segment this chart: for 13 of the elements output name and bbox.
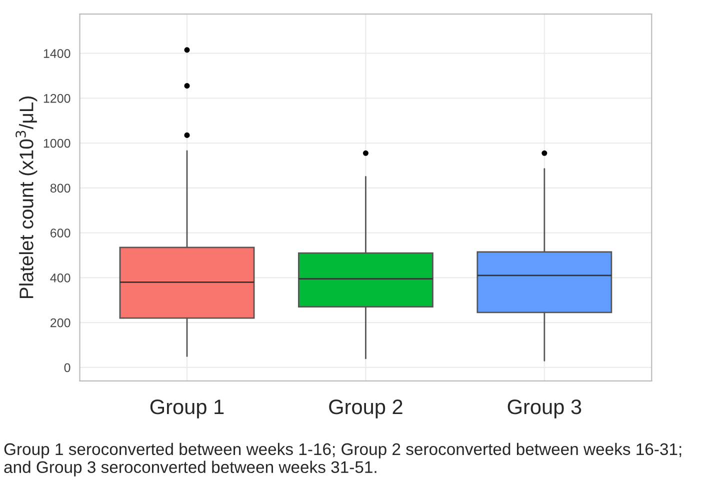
y-tick-label: 1400 <box>44 49 70 58</box>
y-tick-label: 1200 <box>44 94 70 103</box>
y-tick-label: 600 <box>50 228 70 238</box>
x-tick-label: Group 2 <box>329 400 402 418</box>
y-tick-label: 1000 <box>44 138 70 148</box>
x-tick-label: Group 3 <box>508 400 582 418</box>
y-tick-label: 200 <box>50 318 70 328</box>
y-axis-title: Platelet count (x10$^{3}$/μL) <box>16 96 38 298</box>
y-tick-label: 0 <box>64 363 70 372</box>
x-tick-label: Group 1 <box>150 400 224 418</box>
y-tick-label: 400 <box>50 273 70 282</box>
y-tick-label: 800 <box>50 184 70 193</box>
text: Group 1 seroconverted between weeks 1-16; Group 2 seroconverted between weeks 16-31; and Group 3 seroconverted between weeks 31-51. <box>4 442 682 476</box>
